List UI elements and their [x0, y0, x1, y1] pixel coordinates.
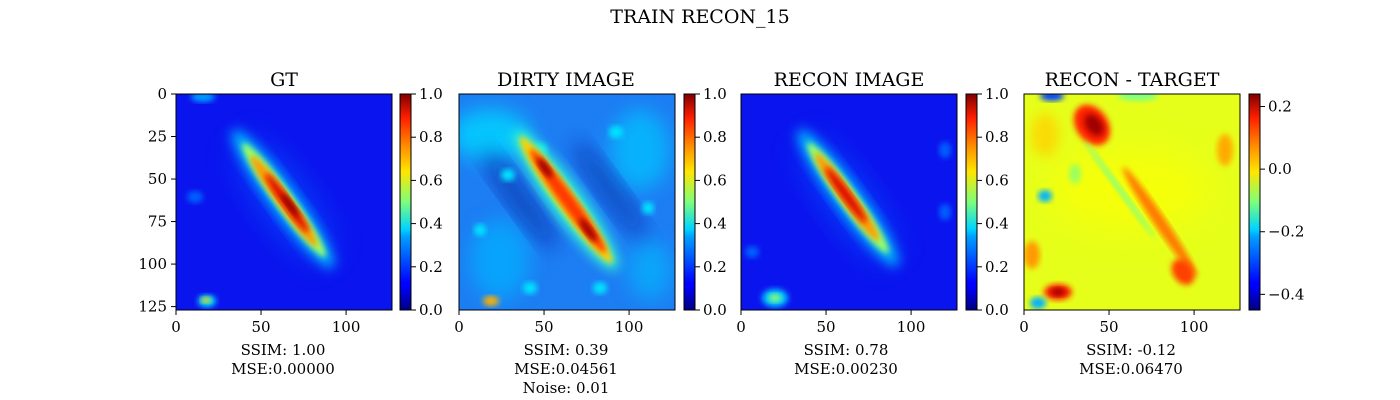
- colorbar-tick-label: 1.0: [703, 85, 727, 103]
- heatmap-image: [741, 94, 957, 310]
- colorbar-tick-label: 1.0: [985, 85, 1009, 103]
- stat-line: SSIM: 0.39: [524, 341, 609, 359]
- y-tick-label: 75: [148, 213, 167, 231]
- stat-line: Noise: 0.01: [523, 379, 610, 397]
- colorbar-tick-label: 0.6: [985, 171, 1009, 189]
- heatmap-image: [1024, 94, 1240, 310]
- colorbar-tick-label: 0.2: [1268, 98, 1292, 116]
- stat-line: SSIM: 1.00: [241, 341, 326, 359]
- panel-title: DIRTY IMAGE: [497, 69, 635, 91]
- colorbar-tick-label: 0.2: [703, 258, 727, 276]
- y-tick-label: 0: [157, 85, 167, 103]
- x-axis-ticks: 0 50 100: [171, 310, 360, 336]
- colorbar-ticks: 0.0 0.2 0.4 0.6 0.8 1.0: [695, 85, 727, 319]
- heatmap-image: [176, 94, 392, 310]
- colorbar-tick-label: 0.4: [985, 215, 1009, 233]
- colorbar-ticks: 0.0 0.2 0.4 0.6 0.8 1.0: [411, 85, 443, 319]
- panel-dirty-image: DIRTY IMAGE 0 50 100 SSIM: 0.39 MSE: [454, 69, 727, 397]
- colorbar-tick-label: 0.2: [419, 258, 443, 276]
- x-tick-label: 50: [1099, 318, 1118, 336]
- x-tick-label: 0: [1019, 318, 1029, 336]
- panel-title: RECON IMAGE: [774, 69, 925, 91]
- colorbar-tick-label: 0.0: [703, 301, 727, 319]
- y-tick-label: 125: [138, 298, 167, 316]
- colorbar-tick-label: −0.4: [1268, 285, 1304, 303]
- x-axis-ticks: 0 50 100: [1019, 310, 1208, 336]
- y-tick-label: 25: [148, 128, 167, 146]
- stat-line: MSE:0.00230: [794, 360, 898, 378]
- colorbar-tick-label: 0.6: [703, 171, 727, 189]
- colorbar-tick-label: 0.4: [419, 215, 443, 233]
- x-tick-label: 50: [534, 318, 553, 336]
- panel-title: RECON - TARGET: [1045, 69, 1220, 91]
- stat-line: MSE:0.04561: [514, 360, 618, 378]
- colorbar-tick-label: 0.2: [985, 258, 1009, 276]
- panel-recon-minus-target: RECON - TARGET 0 50 100 SSIM: -0.12 MSE:0.…: [1019, 69, 1304, 378]
- colorbar-tick-label: 0.8: [985, 128, 1009, 146]
- colorbar-tick-label: −0.2: [1268, 223, 1304, 241]
- colorbar-tick-label: 0.0: [419, 301, 443, 319]
- colorbar-tick-label: 0.8: [419, 128, 443, 146]
- figure-title: TRAIN RECON_15: [610, 6, 789, 28]
- panel-recon-image: RECON IMAGE 0 50 100 SSIM: 0.78 MSE:0.0023…: [736, 69, 1009, 378]
- stat-line: SSIM: 0.78: [804, 341, 889, 359]
- x-tick-label: 100: [897, 318, 926, 336]
- stat-line: SSIM: -0.12: [1086, 341, 1176, 359]
- colorbar: 0.0 0.2 0.4 0.6 0.8 1.0: [399, 85, 443, 319]
- stat-line: MSE:0.00000: [231, 360, 335, 378]
- colorbar-ticks: 0.0 0.2 0.4 0.6 0.8 1.0: [977, 85, 1009, 319]
- colorbar-tick-label: 0.4: [703, 215, 727, 233]
- panel-gt: GT 0 25 50 75 100 125 0 50 100 SSIM: 1.00 MSE:0…: [138, 69, 443, 378]
- x-tick-label: 0: [454, 318, 464, 336]
- x-tick-label: 100: [1180, 318, 1209, 336]
- colorbar-ticks: 0.2 0.0 −0.2 −0.4: [1260, 98, 1304, 303]
- heatmap-image: [459, 94, 675, 310]
- y-tick-label: 100: [138, 255, 167, 273]
- x-axis-ticks: 0 50 100: [454, 310, 643, 336]
- y-axis-ticks: 0 25 50 75 100 125: [138, 85, 176, 316]
- colorbar-tick-label: 0.0: [985, 301, 1009, 319]
- x-tick-label: 100: [332, 318, 361, 336]
- x-tick-label: 0: [171, 318, 181, 336]
- y-tick-label: 50: [148, 170, 167, 188]
- colorbar-tick-label: 0.8: [703, 128, 727, 146]
- x-tick-label: 50: [251, 318, 270, 336]
- colorbar: 0.0 0.2 0.4 0.6 0.8 1.0: [965, 85, 1009, 319]
- colorbar-tick-label: 0.0: [1268, 160, 1292, 178]
- x-tick-label: 50: [816, 318, 835, 336]
- stat-line: MSE:0.06470: [1079, 360, 1183, 378]
- panel-title: GT: [270, 69, 298, 91]
- x-tick-label: 0: [736, 318, 746, 336]
- colorbar: 0.2 0.0 −0.2 −0.4: [1248, 93, 1304, 311]
- colorbar: 0.0 0.2 0.4 0.6 0.8 1.0: [683, 85, 727, 319]
- colorbar-tick-label: 0.6: [419, 171, 443, 189]
- x-tick-label: 100: [615, 318, 644, 336]
- x-axis-ticks: 0 50 100: [736, 310, 925, 336]
- colorbar-tick-label: 1.0: [419, 85, 443, 103]
